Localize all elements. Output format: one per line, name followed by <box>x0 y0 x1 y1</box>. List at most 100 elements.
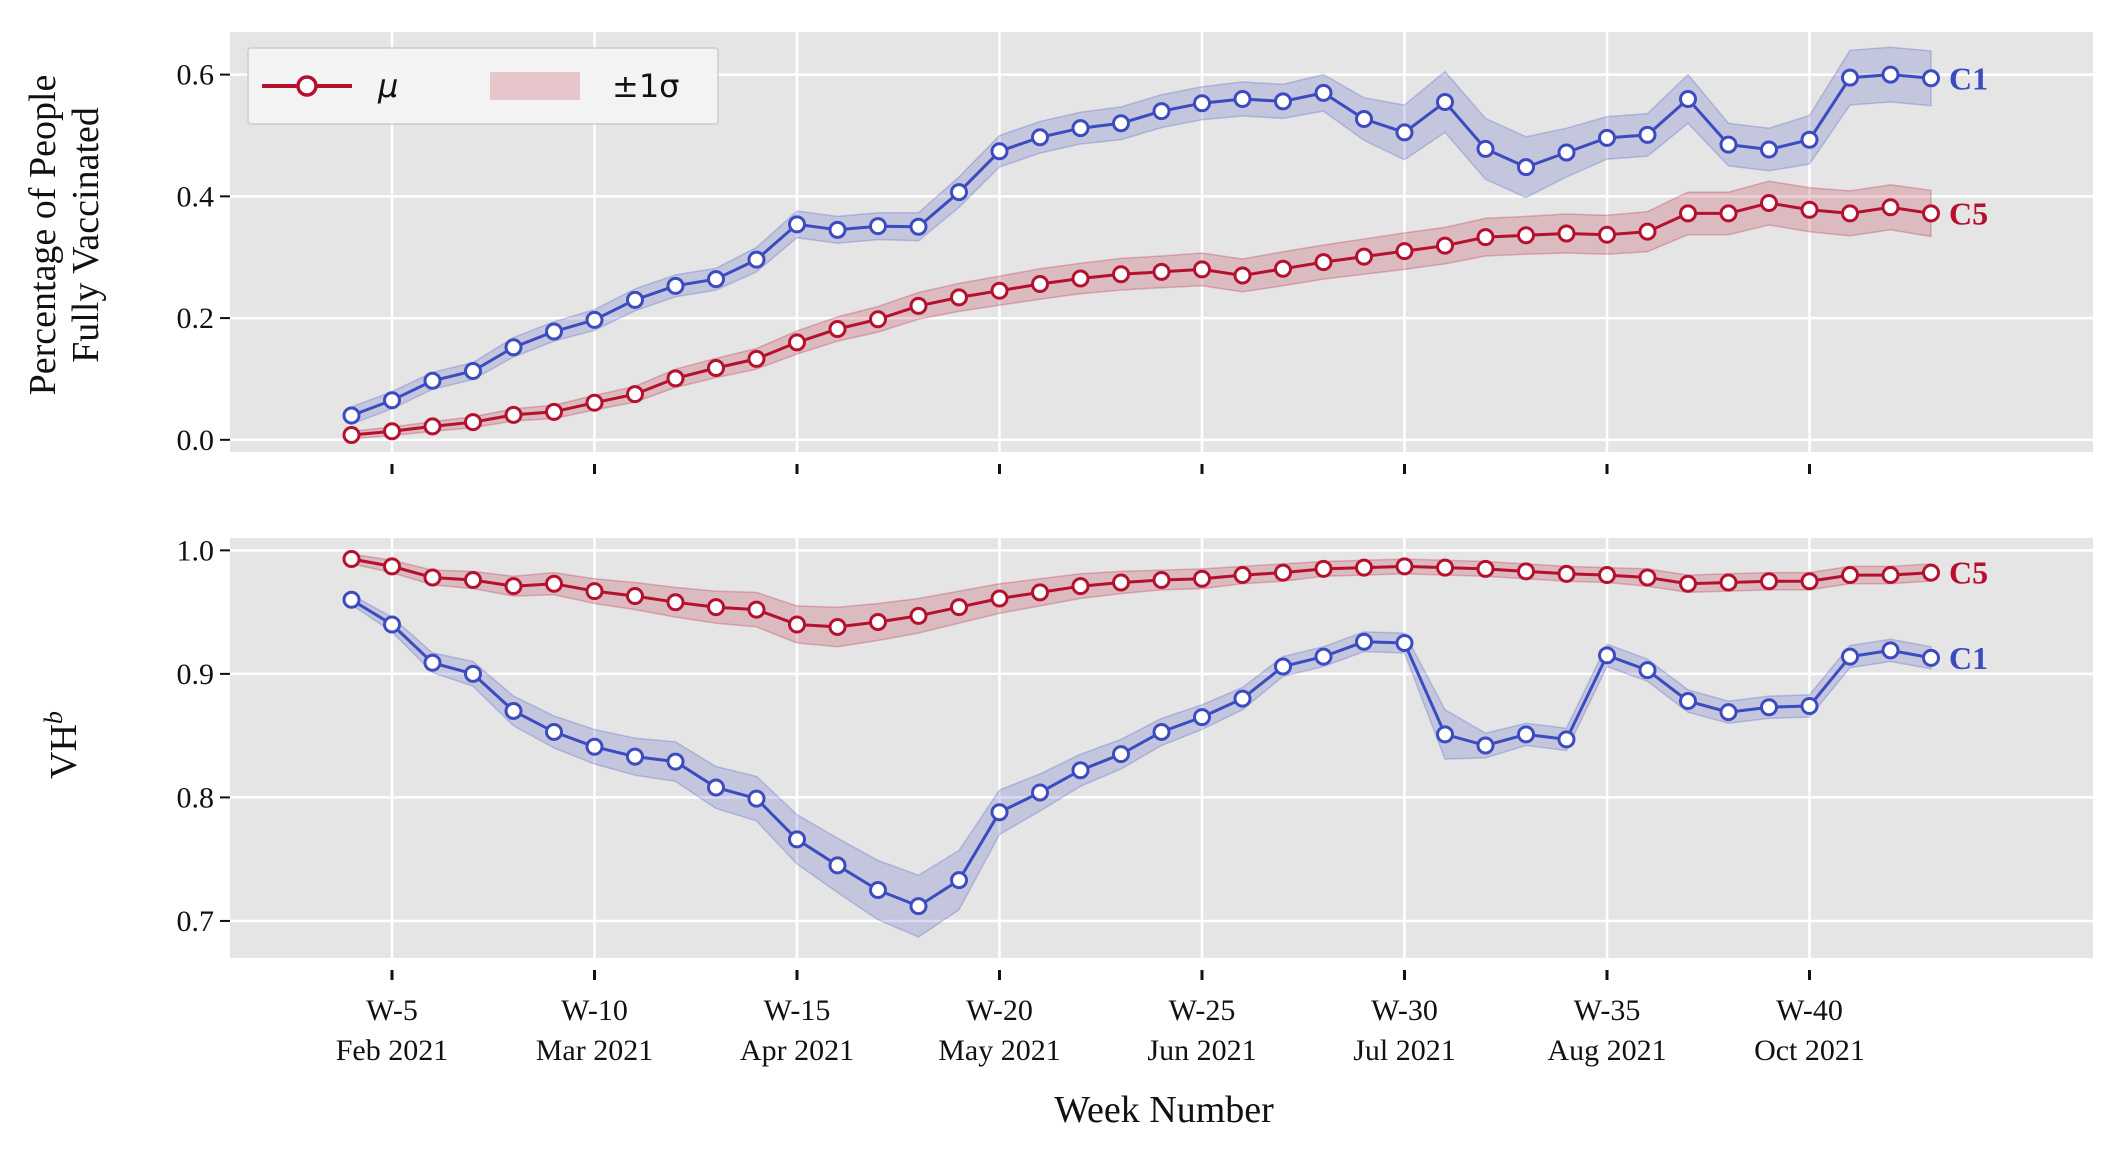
data-point-c1 <box>545 722 563 741</box>
lines-top <box>350 73 1932 437</box>
x-tick-label: W-35 <box>1574 994 1641 1027</box>
data-point-c1 <box>1922 648 1940 667</box>
data-point-c5 <box>1031 275 1049 293</box>
data-point-c5 <box>1719 573 1738 592</box>
series-end-label-c1: C1 <box>1949 60 1988 96</box>
data-point-c5 <box>1436 558 1454 577</box>
data-point-c5 <box>1800 200 1819 219</box>
data-point-c5 <box>1679 574 1697 593</box>
data-point-c1 <box>1152 102 1171 121</box>
data-point-c1 <box>1355 632 1373 651</box>
data-point-c5 <box>1476 559 1495 578</box>
data-point-c5 <box>545 402 563 421</box>
data-point-c1 <box>1071 761 1090 780</box>
data-point-c1 <box>1031 128 1049 147</box>
data-point-c5 <box>1760 572 1778 591</box>
data-point-c1 <box>1638 125 1657 144</box>
data-point-c1 <box>1557 730 1576 749</box>
data-point-c5 <box>423 417 442 436</box>
legend-band-label: ±1σ <box>612 67 679 105</box>
y-axis-title-top-line1: Percentage of People <box>22 75 64 396</box>
data-point-c1 <box>828 856 847 875</box>
data-point-c5 <box>1193 260 1211 279</box>
data-point-c1 <box>1274 92 1292 111</box>
x-tick-label: W-15 <box>764 994 831 1027</box>
data-point-c5 <box>1922 563 1940 582</box>
x-tick-label: W-20 <box>966 994 1033 1027</box>
data-point-c5 <box>1314 559 1333 578</box>
plot-area-bottom <box>230 538 2093 958</box>
data-point-c1 <box>990 142 1009 161</box>
data-point-c5 <box>666 369 685 388</box>
data-point-c1 <box>1395 634 1414 652</box>
data-point-c5 <box>1679 204 1697 223</box>
x-tick-sublabel: Mar 2021 <box>536 1034 653 1067</box>
data-point-c1 <box>707 778 725 797</box>
data-point-c1 <box>504 338 523 357</box>
series-line-c1 <box>350 598 1932 908</box>
data-point-c5 <box>1031 583 1049 602</box>
series-end-label-c5: C5 <box>1949 555 1988 591</box>
data-point-c5 <box>869 310 887 329</box>
data-point-c1 <box>1476 736 1495 755</box>
data-point-c5 <box>1881 198 1900 217</box>
data-point-c1 <box>1152 722 1171 741</box>
x-tick-label: W-40 <box>1776 994 1843 1027</box>
x-tick-label: W-25 <box>1169 994 1236 1027</box>
data-point-c1 <box>1598 646 1616 665</box>
std-band-c5 <box>350 180 1932 440</box>
y-tick-label: 0.4 <box>177 180 215 213</box>
data-point-c5 <box>869 613 887 631</box>
data-point-c1 <box>1112 114 1130 133</box>
data-point-c1 <box>1395 123 1414 142</box>
data-point-c1 <box>666 752 685 771</box>
data-point-c1 <box>545 322 563 341</box>
points-bottom <box>342 550 1940 916</box>
data-point-c5 <box>1598 566 1616 585</box>
data-point-c5 <box>828 617 847 636</box>
data-point-c5 <box>626 587 644 606</box>
data-point-c5 <box>1152 262 1171 281</box>
data-point-c5 <box>1841 204 1859 223</box>
data-point-c5 <box>1112 573 1130 592</box>
data-point-c5 <box>1112 265 1130 284</box>
data-point-c1 <box>626 290 644 309</box>
data-point-c5 <box>1517 226 1535 245</box>
data-point-c5 <box>1355 558 1373 577</box>
data-point-c5 <box>1922 204 1940 223</box>
data-point-c5 <box>1274 563 1292 582</box>
data-point-c5 <box>1436 236 1454 255</box>
data-point-c5 <box>1314 253 1333 272</box>
x-ticks-top <box>390 464 1811 474</box>
data-point-c5 <box>1638 222 1657 241</box>
x-tick-label: W-5 <box>366 994 418 1027</box>
data-point-c5 <box>788 333 806 352</box>
data-point-c5 <box>1638 568 1657 587</box>
data-point-c5 <box>707 598 725 617</box>
data-point-c1 <box>585 737 604 756</box>
data-point-c5 <box>666 593 685 612</box>
legend-box <box>247 47 719 125</box>
data-point-c5 <box>585 393 604 412</box>
y-tick-label: 0.6 <box>177 59 215 92</box>
data-point-c5 <box>788 615 806 634</box>
y-axis-title-bottom-main: VH <box>43 724 85 779</box>
data-point-c1 <box>1760 698 1778 717</box>
end-labels-top: C1 C5 <box>1949 60 1988 231</box>
data-point-c5 <box>950 598 968 617</box>
data-point-c5 <box>342 425 361 444</box>
data-point-c5 <box>1274 259 1292 278</box>
data-point-c5 <box>383 557 401 576</box>
data-point-c1 <box>464 664 482 683</box>
y-ticks-bottom: 0.7 0.8 0.9 1.0 <box>177 534 230 938</box>
x-tick-sublabel: Oct 2021 <box>1754 1034 1865 1067</box>
x-tick-sublabel: Aug 2021 <box>1547 1034 1666 1067</box>
legend-band-swatch <box>490 72 580 100</box>
data-point-c5 <box>1841 566 1859 585</box>
data-point-c1 <box>1436 93 1454 111</box>
data-point-c1 <box>909 897 928 916</box>
data-point-c5 <box>1557 224 1576 243</box>
data-point-c5 <box>828 320 847 339</box>
data-point-c1 <box>1679 692 1697 711</box>
